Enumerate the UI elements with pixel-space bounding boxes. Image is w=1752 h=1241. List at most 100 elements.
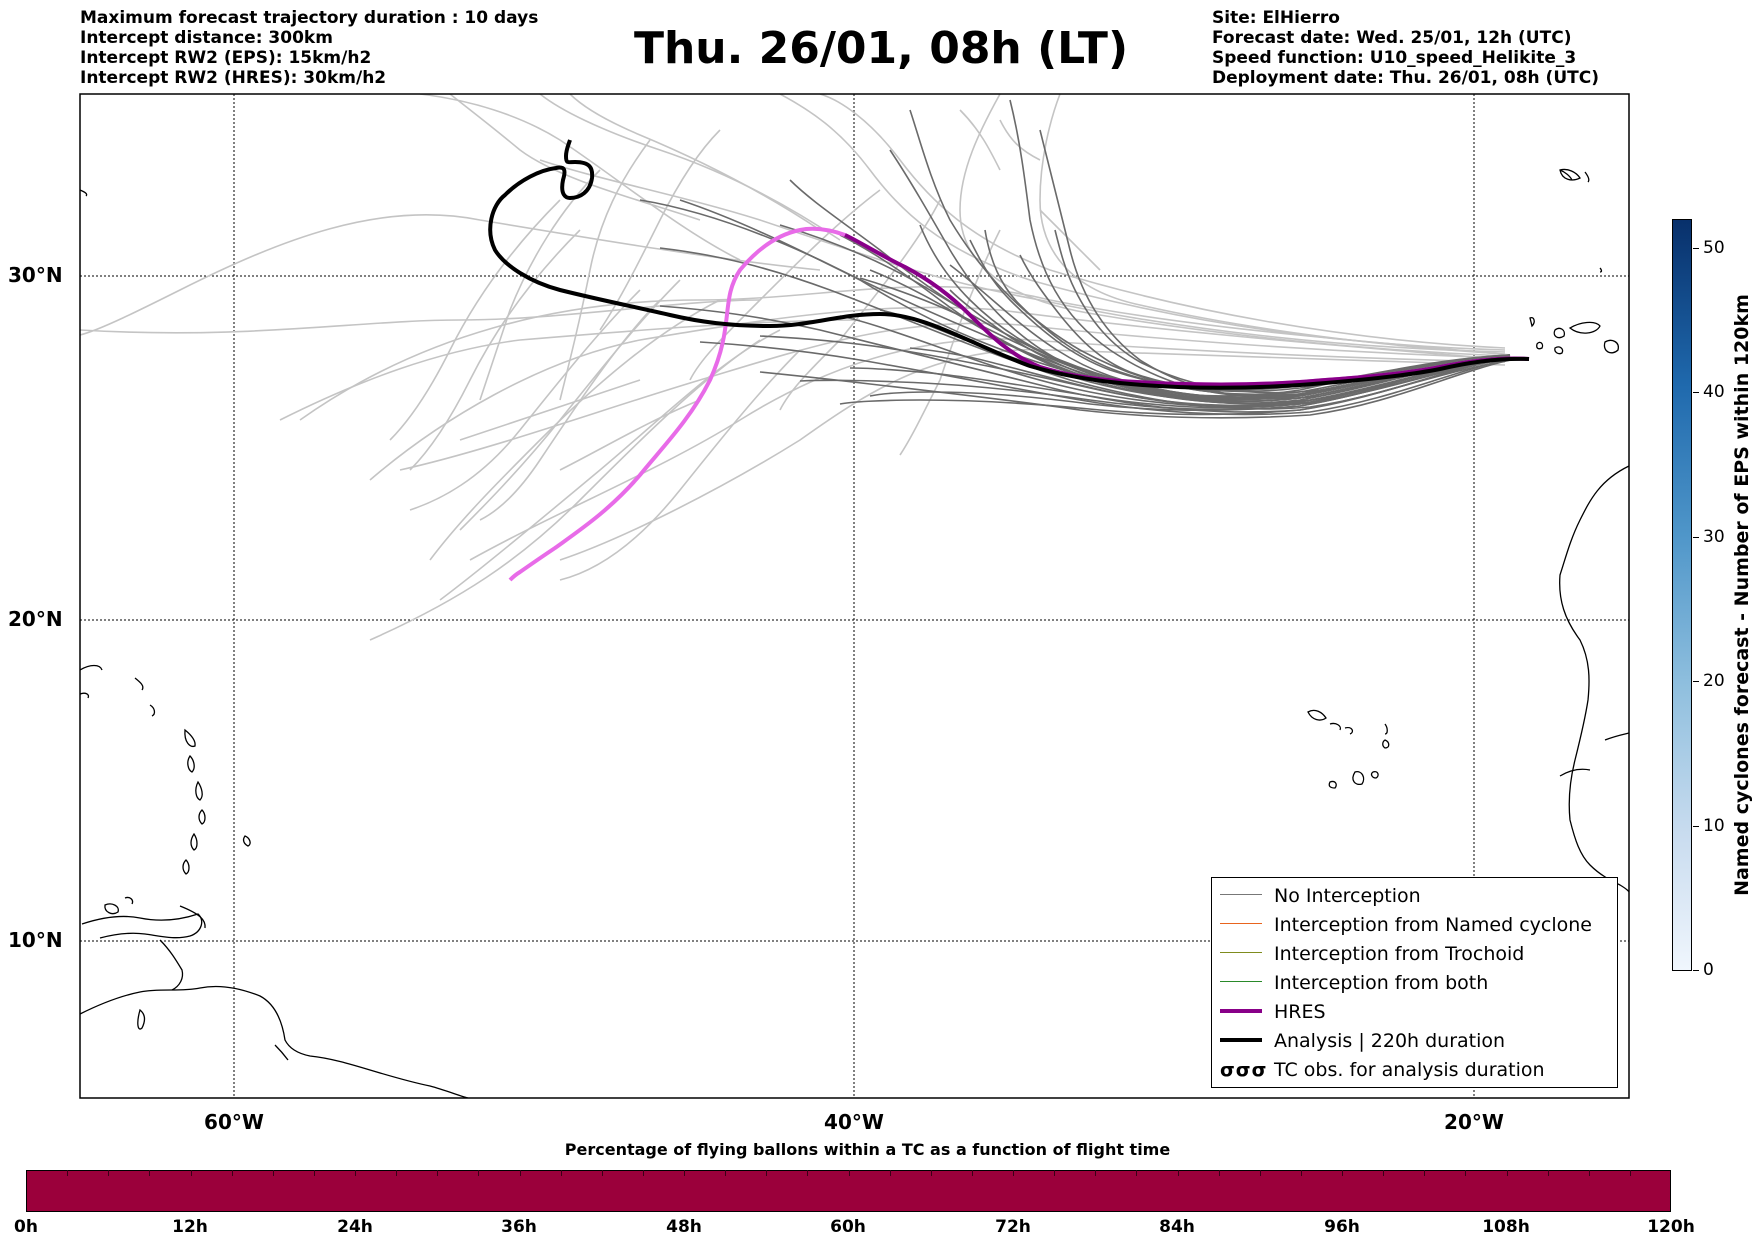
flight-time-minor-tick [396, 1170, 398, 1176]
flight-time-tick-label: 36h [501, 1217, 537, 1237]
header-line: Deployment date: Thu. 26/01, 08h (UTC) [1212, 68, 1599, 88]
flight-time-minor-tick [930, 1170, 932, 1176]
flight-time-tick-label: 96h [1324, 1217, 1360, 1237]
flight-time-minor-tick [313, 1170, 315, 1176]
flight-time-minor-tick [1424, 1170, 1426, 1176]
flight-time-minor-tick [971, 1170, 973, 1176]
legend-label: Analysis | 220h duration [1274, 1030, 1506, 1052]
legend-item-named-cyclone: Interception from Named cyclone [1212, 911, 1617, 939]
flight-time-minor-tick [684, 1170, 685, 1176]
colorbar-tick [1693, 248, 1699, 249]
legend-swatch [1220, 952, 1262, 953]
flight-time-tick-label: 72h [995, 1217, 1031, 1237]
flight-time-minor-tick [478, 1170, 480, 1176]
legend-swatch [1220, 981, 1262, 982]
legend-label: Interception from Named cyclone [1274, 914, 1592, 936]
legend-label: Interception from both [1274, 972, 1489, 994]
flight-time-minor-tick [1054, 1170, 1056, 1176]
flight-time-tick-label: 108h [1482, 1217, 1530, 1237]
legend-item-trochoid: Interception from Trochoid [1212, 940, 1617, 968]
flight-time-minor-tick [1095, 1170, 1097, 1176]
legend-item-analysis: Analysis | 220h duration [1212, 1027, 1617, 1055]
header-line: Intercept distance: 300km [80, 28, 333, 48]
flight-time-minor-tick [519, 1170, 521, 1176]
flight-time-minor-tick [725, 1170, 727, 1176]
flight-time-tick-label: 12h [172, 1217, 208, 1237]
colorbar-tick-label: 40 [1703, 382, 1725, 402]
flight-time-minor-tick [642, 1170, 644, 1176]
flight-time-tick-label: 48h [666, 1217, 702, 1237]
flight-time-minor-tick [272, 1170, 274, 1176]
flight-time-tick-label: 84h [1159, 1217, 1195, 1237]
flight-time-minor-tick [848, 1170, 850, 1176]
flight-time-minor-tick [1383, 1170, 1385, 1176]
legend-label: HRES [1274, 1001, 1326, 1023]
legend-swatch [1220, 894, 1262, 895]
colorbar-title: Named cyclones forecast - Number of EPS … [1731, 294, 1752, 896]
coastlines-east [1307, 168, 1629, 893]
eps-trajectories-light [80, 94, 1511, 641]
flight-time-minor-tick [766, 1170, 768, 1176]
flight-time-minor-tick [231, 1170, 233, 1176]
colorbar-tick-label: 30 [1703, 527, 1725, 547]
flight-time-minor-tick [1013, 1170, 1014, 1176]
flight-time-minor-tick [1506, 1170, 1508, 1176]
flight-time-minor-tick [67, 1170, 69, 1176]
flight-time-minor-tick [1177, 1170, 1179, 1176]
legend-swatch [1220, 1038, 1262, 1042]
header-line: Site: ElHierro [1212, 8, 1340, 28]
flight-time-colorbar [26, 1170, 1671, 1212]
header-right: Site: ElHierro Forecast date: Wed. 25/01… [1212, 8, 1599, 88]
lat-label-20n: 20°N [8, 607, 63, 631]
header-left: Maximum forecast trajectory duration : 1… [80, 8, 538, 88]
legend-item-both: Interception from both [1212, 969, 1617, 997]
colorbar-tick-label: 20 [1703, 671, 1725, 691]
coastlines [80, 189, 469, 1098]
legend-swatch [1220, 1009, 1262, 1013]
flight-time-tick-label: 24h [337, 1217, 373, 1237]
map-frame [79, 93, 1630, 1099]
flight-time-minor-tick [190, 1170, 192, 1176]
flight-time-minor-tick [1342, 1170, 1343, 1176]
flight-time-minor-tick [1136, 1170, 1138, 1176]
map-title: Thu. 26/01, 08h (LT) [633, 23, 1129, 74]
legend-label: TC obs. for analysis duration [1274, 1059, 1545, 1081]
flight-time-minor-tick [889, 1170, 891, 1176]
cyclone-count-colorbar [1672, 219, 1692, 971]
colorbar-tick [1693, 826, 1699, 827]
header-line: Speed function: U10_speed_Helikite_3 [1212, 48, 1577, 68]
legend-item-tc-obs: σσσ TC obs. for analysis duration [1212, 1056, 1617, 1084]
tc-obs-symbol-icon: σσσ [1220, 1059, 1268, 1081]
flight-time-minor-tick [1465, 1170, 1467, 1176]
flight-time-tick-label: 60h [830, 1217, 866, 1237]
flight-time-tick-label: 0h [14, 1217, 38, 1237]
flight-time-minor-tick [1588, 1170, 1590, 1176]
header-line: Intercept RW2 (HRES): 30km/h2 [80, 68, 387, 88]
legend-item-hres: HRES [1212, 998, 1617, 1026]
colorbar-tick [1693, 681, 1699, 682]
lat-label-10n: 10°N [8, 928, 63, 952]
flight-time-minor-tick [1259, 1170, 1261, 1176]
flight-time-minor-tick [601, 1170, 603, 1176]
legend-swatch [1220, 923, 1262, 924]
flight-time-minor-tick [1547, 1170, 1549, 1176]
legend-item-no-interception: No Interception [1212, 882, 1617, 910]
lat-label-30n: 30°N [8, 263, 63, 287]
flight-time-tick-label: 120h [1647, 1217, 1695, 1237]
colorbar-tick-label: 50 [1703, 238, 1725, 258]
map-legend: No Interception Interception from Named … [1211, 877, 1618, 1088]
flight-time-minor-tick [1629, 1170, 1631, 1176]
colorbar-tick [1693, 537, 1699, 538]
lon-label-20w: 20°W [1444, 1110, 1504, 1134]
flight-time-minor-tick [807, 1170, 809, 1176]
flight-time-minor-tick [560, 1170, 562, 1176]
colorbar-tick-label: 10 [1703, 816, 1725, 836]
header-line: Intercept RW2 (EPS): 15km/h2 [80, 48, 372, 68]
flight-time-minor-tick [437, 1170, 439, 1176]
analysis-trajectory [488, 139, 1530, 390]
flight-time-minor-tick [149, 1170, 151, 1176]
colorbar-tick-label: 0 [1703, 960, 1714, 980]
header-line: Maximum forecast trajectory duration : 1… [80, 8, 539, 28]
flight-time-minor-tick [108, 1170, 110, 1176]
flight-time-minor-tick [355, 1170, 356, 1176]
